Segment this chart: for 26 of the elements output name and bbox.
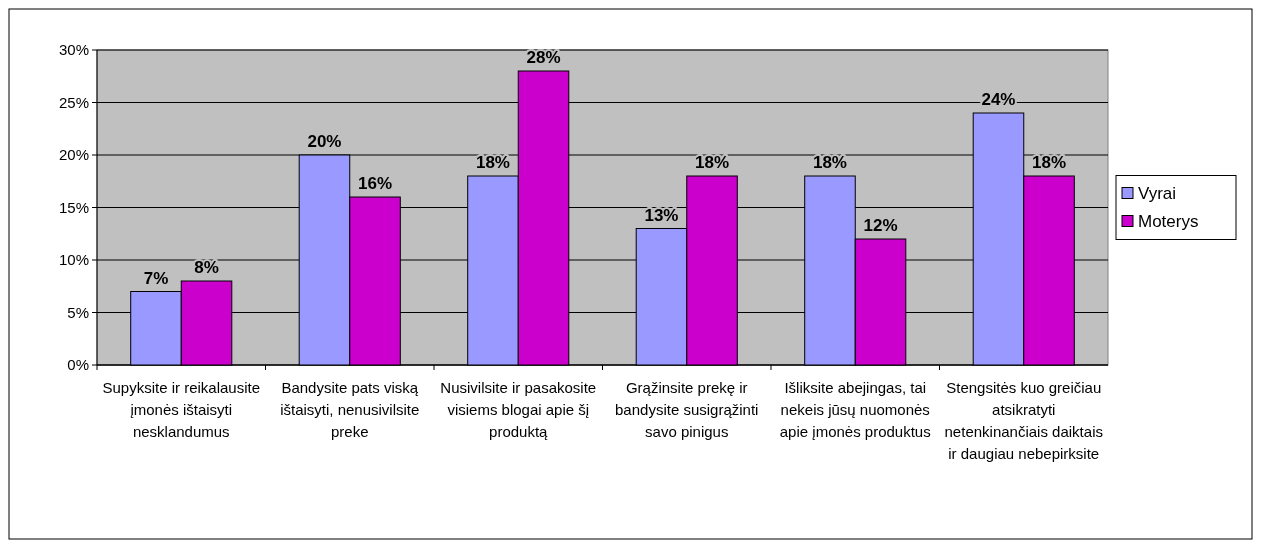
data-label: 18% (812, 153, 847, 172)
y-tick-label: 20% (58, 146, 89, 164)
y-tick-label: 15% (58, 198, 89, 216)
x-tick-label: Supyksite ir reikalausite įmonės ištaisyti nesklandumus (102, 379, 261, 440)
x-tick-label: Bandysite pats viską ištaisyti, nenusivilsite preke (280, 379, 420, 440)
data-label: 20% (307, 132, 342, 151)
x-tick-label: Išliksite abejingas, tai nekeis jūsų nuomonės apie įmonės produktus (779, 379, 931, 440)
x-tick-label: Nusivilsite ir pasakosite visiems blogai apie šį produktą (440, 379, 597, 440)
x-tick-label: Grąžinsite prekę ir bandysite susigrąžinti savo pinigus (615, 379, 759, 440)
data-label: 18% (1032, 153, 1067, 172)
x-tick-label: Stengsitės kuo greičiau atsikratyti netenkinančiais daiktais ir daugiau nebepirksite (944, 379, 1103, 462)
data-label: 8% (194, 258, 219, 277)
y-tick-label: 30% (58, 41, 89, 59)
y-tick-label: 5% (67, 303, 89, 321)
y-tick-label: 10% (58, 251, 89, 269)
data-label: 16% (358, 174, 393, 193)
legend-label: Moterys (1138, 212, 1199, 232)
data-label: 28% (526, 48, 561, 67)
data-label: 18% (695, 153, 730, 172)
y-tick-label: 0% (67, 356, 89, 374)
data-label: 13% (644, 205, 679, 225)
legend-label: Vyrai (1138, 184, 1177, 204)
y-tick-label: 25% (58, 93, 89, 111)
data-label: 12% (863, 216, 898, 235)
data-label: 18% (475, 153, 510, 172)
data-label: 7% (143, 268, 169, 288)
